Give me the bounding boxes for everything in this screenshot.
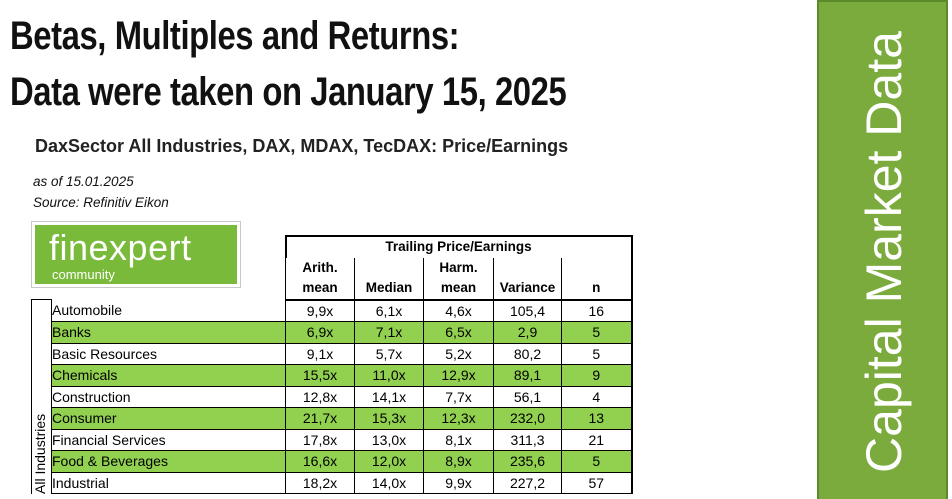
median-cell: 14,0x <box>354 472 424 494</box>
harm-mean-cell: 12,3x <box>423 407 494 430</box>
harm-mean-cell: 12,9x <box>423 364 494 387</box>
variance-cell: 235,6 <box>493 450 562 473</box>
n-cell: 9 <box>561 364 633 387</box>
harm-mean-cell: 8,1x <box>423 429 494 451</box>
variance-cell: 232,0 <box>493 407 562 430</box>
arith-mean-cell: 15,5x <box>285 364 355 387</box>
industry-cell: Financial Services <box>51 429 286 451</box>
median-cell: 13,0x <box>354 429 424 451</box>
harm-mean-cell: 9,9x <box>423 472 494 494</box>
as-of-date: as of 15.01.2025 <box>33 174 134 189</box>
industry-cell: Industrial <box>51 472 286 494</box>
median-cell: 6,1x <box>354 299 424 322</box>
n-cell: 21 <box>561 429 633 451</box>
variance-cell: 89,1 <box>493 364 562 387</box>
table-row: Construction 12,8x 14,1x 7,7x 56,1 4 <box>32 386 633 408</box>
pe-table: Trailing Price/Earnings Arith. Harm. mea… <box>31 235 633 494</box>
table-header-row-1: Arith. Harm. <box>32 257 633 278</box>
variance-cell: 56,1 <box>493 386 562 408</box>
side-group-cell: All Industries <box>31 299 52 494</box>
arith-mean-cell: 21,7x <box>285 407 355 430</box>
n-cell: 4 <box>561 386 633 408</box>
n-cell: 5 <box>561 450 633 473</box>
sheet-title: DaxSector All Industries, DAX, MDAX, Tec… <box>35 136 569 156</box>
arith-mean-cell: 6,9x <box>285 321 355 344</box>
col-n-line2: n <box>561 278 633 301</box>
table-row: Financial Services 17,8x 13,0x 8,1x 311,3 21 <box>32 429 633 451</box>
table-row: Banks 6,9x 7,1x 6,5x 2,9 5 <box>32 321 633 344</box>
harm-mean-cell: 4,6x <box>423 299 494 322</box>
finexpert-logo: finexpert community <box>35 225 237 284</box>
industry-cell: Banks <box>51 321 286 344</box>
arith-mean-cell: 9,9x <box>285 299 355 322</box>
variance-cell: 105,4 <box>493 299 562 322</box>
industry-cell: Basic Resources <box>51 343 286 365</box>
table-row: Consumer 21,7x 15,3x 12,3x 232,0 13 <box>32 407 633 430</box>
n-cell: 16 <box>561 299 633 322</box>
arith-mean-cell: 12,8x <box>285 386 355 408</box>
table-row: Basic Resources 9,1x 5,7x 5,2x 80,2 5 <box>32 343 633 365</box>
industry-cell: Consumer <box>51 407 286 430</box>
logo-wordmark: finexpert <box>49 227 192 268</box>
variance-cell: 311,3 <box>493 429 562 451</box>
capital-market-data-banner: Capital Market Data <box>817 0 948 499</box>
headline-line-2: Data were taken on January 15, 2025 <box>10 70 567 114</box>
median-cell: 11,0x <box>354 364 424 387</box>
median-cell: 5,7x <box>354 343 424 365</box>
harm-mean-cell: 7,7x <box>423 386 494 408</box>
harm-mean-cell: 6,5x <box>423 321 494 344</box>
headline-line-1: Betas, Multiples and Returns: <box>10 14 460 58</box>
col-variance-line2: Variance <box>493 278 562 301</box>
logo-subtitle: community <box>52 267 115 282</box>
col-harm-line1: Harm. <box>423 257 494 278</box>
col-median-line2: Median <box>354 278 424 301</box>
arith-mean-cell: 18,2x <box>285 472 355 494</box>
median-cell: 12,0x <box>354 450 424 473</box>
arith-mean-cell: 16,6x <box>285 450 355 473</box>
col-arith-line1: Arith. <box>285 257 355 278</box>
median-cell: 15,3x <box>354 407 424 430</box>
n-cell: 57 <box>561 472 633 494</box>
n-cell: 13 <box>561 407 633 430</box>
table-row: Chemicals 15,5x 11,0x 12,9x 89,1 9 <box>32 364 633 387</box>
side-group-label: All Industries <box>32 413 48 494</box>
group-header: Trailing Price/Earnings <box>284 235 633 258</box>
variance-cell: 227,2 <box>493 472 562 494</box>
table-group-header-row: Trailing Price/Earnings <box>32 235 633 258</box>
finexpert-logo-frame: finexpert community <box>31 221 241 288</box>
table-row: All Industries Automobile 9,9x 6,1x 4,6x 105,… <box>31 299 633 494</box>
harm-mean-cell: 5,2x <box>423 343 494 365</box>
median-cell: 7,1x <box>354 321 424 344</box>
table-header-row-2: mean Median mean Variance n <box>32 278 633 301</box>
col-arith-line2: mean <box>285 278 355 301</box>
industry-cell: Construction <box>51 386 286 408</box>
arith-mean-cell: 17,8x <box>285 429 355 451</box>
table-row: Industrial 18,2x 14,0x 9,9x 227,2 57 <box>32 472 633 494</box>
col-variance-line1 <box>493 257 562 278</box>
headline: Betas, Multiples and Returns: Data were … <box>10 8 666 120</box>
industry-cell: Automobile <box>51 299 286 322</box>
table-row: Food & Beverages 16,6x 12,0x 8,9x 235,6 5 <box>32 450 633 473</box>
arith-mean-cell: 9,1x <box>285 343 355 365</box>
harm-mean-cell: 8,9x <box>423 450 494 473</box>
variance-cell: 2,9 <box>493 321 562 344</box>
n-cell: 5 <box>561 321 633 344</box>
col-harm-line2: mean <box>423 278 494 301</box>
variance-cell: 80,2 <box>493 343 562 365</box>
data-source: Source: Refinitiv Eikon <box>33 195 169 210</box>
col-median-line1 <box>354 257 424 278</box>
n-cell: 5 <box>561 343 633 365</box>
median-cell: 14,1x <box>354 386 424 408</box>
industry-cell: Chemicals <box>51 364 286 387</box>
banner-title: Capital Market Data <box>856 31 912 473</box>
col-n-line1 <box>561 257 633 278</box>
industry-cell: Food & Beverages <box>51 450 286 473</box>
